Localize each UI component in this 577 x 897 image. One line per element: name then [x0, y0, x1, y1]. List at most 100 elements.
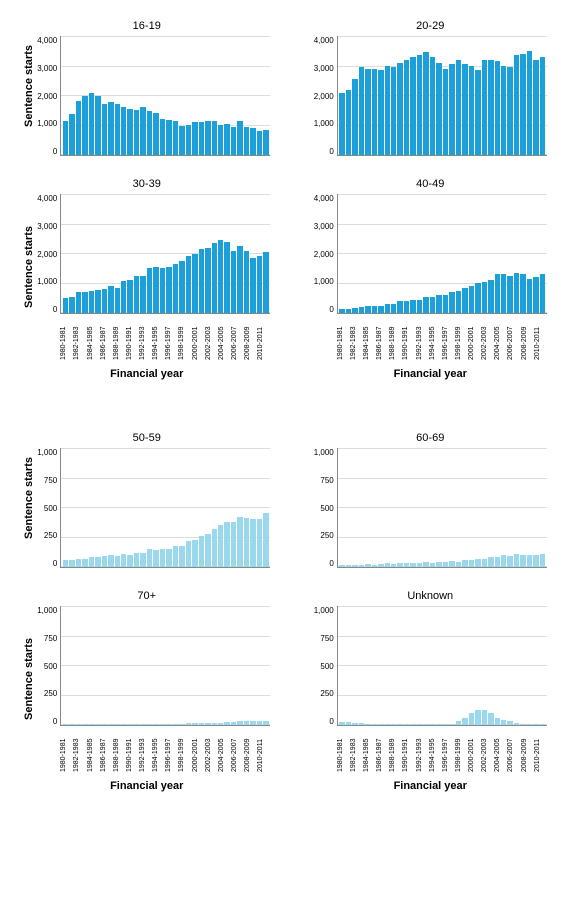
bar	[339, 93, 344, 155]
bar	[257, 256, 262, 313]
chart-title: Unknown	[407, 590, 453, 602]
bar	[365, 724, 370, 725]
bar	[417, 300, 422, 313]
bar	[436, 562, 441, 567]
bar	[224, 242, 229, 313]
bar	[179, 126, 184, 155]
bar	[372, 565, 377, 567]
chart-plot	[60, 606, 270, 726]
bar	[76, 724, 81, 725]
bar	[218, 525, 223, 567]
bar	[224, 124, 229, 155]
y-ticks: 4,0003,0002,0001,0000	[37, 194, 60, 314]
chart-plot	[337, 448, 547, 568]
bar	[527, 555, 532, 567]
bar	[179, 261, 184, 313]
bar	[108, 555, 113, 567]
bar	[436, 724, 441, 725]
bar	[475, 70, 480, 155]
bar	[250, 721, 255, 725]
bar	[443, 724, 448, 725]
bar	[244, 721, 249, 725]
chart-panel: Unknown1,00075050025001980-19811982-1983…	[294, 590, 568, 792]
bar	[410, 724, 415, 725]
bar	[173, 724, 178, 725]
bar	[89, 93, 94, 155]
bar	[102, 724, 107, 725]
x-axis-label: Financial year	[394, 368, 467, 380]
bar	[231, 722, 236, 725]
bar	[540, 724, 545, 725]
bar	[385, 304, 390, 313]
chart-panel: 70+Sentence starts1,00075050025001980-19…	[10, 590, 284, 792]
chart-panel: 40-494,0003,0002,0001,00001980-19811982-…	[294, 178, 568, 380]
bar	[192, 540, 197, 567]
y-axis-label: Sentence starts	[23, 638, 35, 720]
bar	[495, 274, 500, 313]
bar	[173, 121, 178, 155]
y-ticks: 4,0003,0002,0001,0000	[314, 36, 337, 156]
bar	[95, 96, 100, 156]
bar	[173, 546, 178, 567]
bar	[520, 555, 525, 567]
bar	[443, 562, 448, 567]
bar	[488, 713, 493, 725]
bar	[501, 555, 506, 567]
bar	[160, 724, 165, 725]
bar	[404, 563, 409, 567]
bar	[514, 554, 519, 567]
bar	[346, 565, 351, 567]
bar	[520, 724, 525, 725]
bar	[199, 536, 204, 567]
bar	[173, 264, 178, 313]
bar	[410, 563, 415, 567]
bar	[108, 102, 113, 155]
y-axis-label: Sentence starts	[23, 226, 35, 308]
bar	[108, 724, 113, 725]
bar	[385, 724, 390, 725]
bar	[95, 724, 100, 725]
bar	[385, 563, 390, 567]
bar	[449, 64, 454, 155]
bar	[186, 125, 191, 155]
bar	[69, 560, 74, 567]
bar	[488, 60, 493, 155]
x-ticks: 1980-19811982-19831984-19851986-19871988…	[60, 726, 270, 772]
chart-plot	[337, 36, 547, 156]
bar	[397, 563, 402, 567]
bar	[436, 295, 441, 313]
bar	[102, 289, 107, 313]
chart-panel: 16-19Sentence starts4,0003,0002,0001,000…	[10, 20, 284, 156]
bar	[212, 121, 217, 155]
bar	[121, 281, 126, 313]
bar	[475, 283, 480, 313]
bar	[69, 114, 74, 155]
bar	[469, 560, 474, 567]
bar	[127, 555, 132, 567]
bar	[179, 546, 184, 567]
bar	[501, 66, 506, 155]
bar	[69, 297, 74, 313]
bar	[140, 553, 145, 567]
bar	[482, 60, 487, 155]
x-ticks: 1980-19811982-19831984-19851986-19871988…	[60, 314, 270, 360]
bar	[520, 274, 525, 313]
bar	[469, 713, 474, 725]
bar	[410, 57, 415, 155]
bar	[507, 276, 512, 313]
chart-plot	[60, 194, 270, 314]
bar	[237, 517, 242, 567]
x-axis-label: Financial year	[110, 368, 183, 380]
chart-plot	[60, 36, 270, 156]
bar	[147, 111, 152, 155]
bar	[417, 724, 422, 725]
bar	[263, 513, 268, 567]
chart-panel: 50-59Sentence starts1,0007505002500	[10, 432, 284, 568]
bar	[346, 90, 351, 155]
bar	[212, 723, 217, 725]
y-ticks: 1,0007505002500	[37, 606, 60, 726]
bar	[257, 519, 262, 567]
bar	[95, 290, 100, 313]
bar	[378, 724, 383, 725]
bar	[359, 307, 364, 313]
